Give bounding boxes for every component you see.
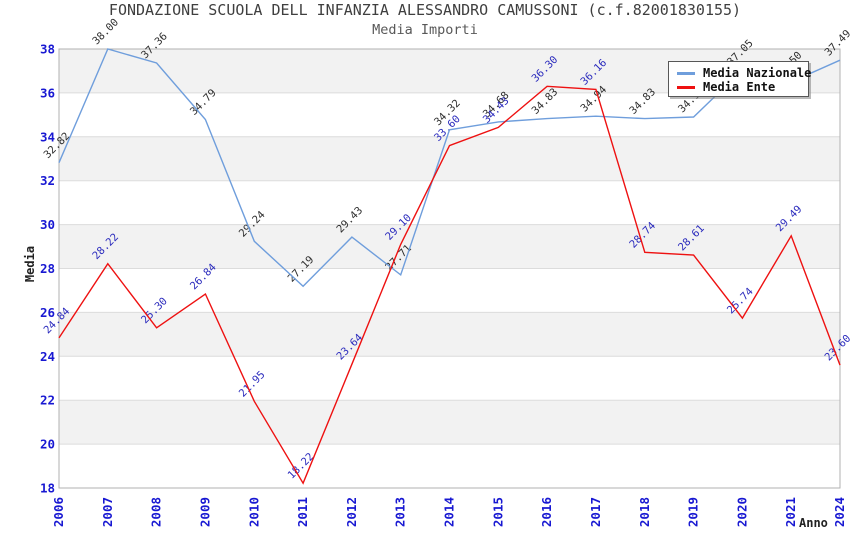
data-label: 38.00	[90, 16, 121, 47]
y-tick-label: 26	[40, 305, 55, 320]
y-axis-title: Media	[23, 245, 37, 283]
y-tick-label: 30	[40, 217, 55, 232]
x-tick-label: 2013	[393, 497, 408, 527]
x-tick-label: 2021	[783, 497, 798, 527]
x-tick-labels: 2006 2007 2008 2009 2010 2011 2012 2013 2014 2015…	[51, 497, 847, 527]
x-tick-label: 2019	[686, 497, 701, 527]
x-tick-label: 2018	[637, 497, 652, 527]
y-tick-label: 20	[40, 437, 55, 452]
x-tick-label: 2024	[832, 497, 847, 527]
legend-swatch-red-line	[677, 85, 695, 89]
x-tick-label: 2015	[490, 497, 505, 527]
plot-border	[58, 48, 841, 489]
x-tick-label: 2007	[100, 497, 115, 527]
x-tick-label: 2011	[295, 497, 310, 527]
x-tick-label: 2009	[197, 497, 212, 527]
y-tick-label: 32	[40, 173, 55, 188]
x-tick-label: 2012	[344, 497, 359, 527]
chart-title: FONDAZIONE SCUOLA DELL INFANZIA ALESSAND…	[108, 1, 742, 19]
x-tick-label: 2008	[149, 497, 164, 527]
x-tick-label: 2006	[51, 497, 66, 527]
y-tick-label: 22	[40, 393, 55, 408]
legend-label: Media Ente	[703, 80, 776, 94]
legend-label: Media Nazionale	[703, 66, 812, 80]
x-tick-label: 2014	[442, 497, 457, 527]
legend-item-media-nazionale: Media Nazionale	[677, 66, 812, 80]
x-tick-label: 2017	[588, 497, 603, 527]
y-tick-label: 38	[40, 42, 55, 57]
legend: Media Nazionale Media Ente	[668, 61, 812, 97]
gridlines	[59, 92, 840, 445]
y-tick-label: 24	[40, 349, 55, 364]
y-tick-label: 18	[40, 481, 55, 496]
y-tick-label: 28	[40, 261, 55, 276]
y-tick-label: 34	[40, 129, 55, 144]
x-tick-label: 2010	[246, 497, 261, 527]
x-axis-title: Anno	[799, 516, 828, 530]
series-line-media-ente	[58, 85, 841, 485]
legend-item-media-ente: Media Ente	[677, 80, 808, 94]
series-line-media-nazionale	[58, 48, 841, 288]
y-tick-labels: 18 20 22 24 26 28 30 32 34 36 38	[40, 42, 55, 496]
y-tick-label: 36	[40, 85, 55, 100]
legend-swatch-blue-line	[677, 71, 695, 75]
x-tick-label: 2020	[734, 497, 749, 527]
x-tick-label: 2016	[539, 497, 554, 527]
chart-subtitle: Media Importi	[372, 22, 478, 38]
